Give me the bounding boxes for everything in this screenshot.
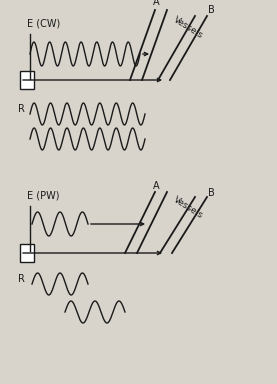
Text: A: A	[153, 181, 160, 191]
Text: A: A	[153, 0, 160, 7]
Text: R: R	[18, 274, 25, 284]
Text: R: R	[18, 104, 25, 114]
Text: E (PW): E (PW)	[27, 191, 60, 201]
Bar	[20, 71, 34, 89]
Text: B: B	[208, 188, 215, 198]
Text: E (CW): E (CW)	[27, 19, 60, 29]
Text: Vessels: Vessels	[172, 15, 205, 40]
Text: B: B	[208, 5, 215, 15]
Text: Vessels: Vessels	[172, 195, 205, 220]
Bar	[20, 244, 34, 262]
